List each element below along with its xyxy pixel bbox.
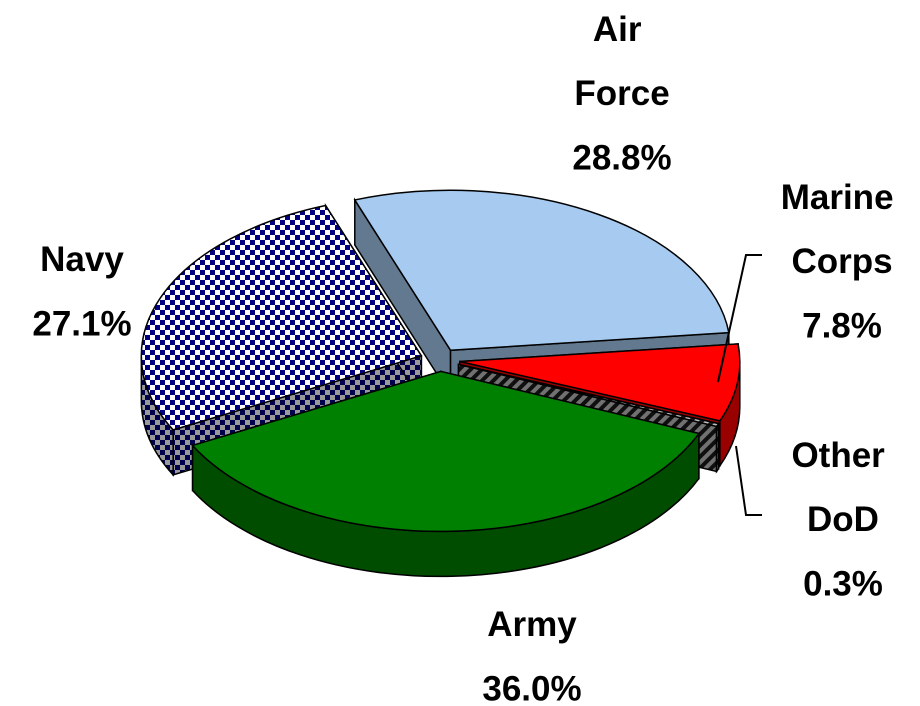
- value-label: 28.8%: [572, 138, 671, 177]
- category-label: Navy: [40, 240, 124, 279]
- category-label: Marine Corps: [781, 178, 904, 281]
- slice: [191, 370, 701, 533]
- slice-shade: [354, 199, 451, 396]
- pie: [140, 189, 741, 578]
- value-label: 27.1%: [32, 304, 131, 343]
- category-label: Other DoD: [791, 436, 894, 539]
- slice-shade: [141, 355, 174, 475]
- slice: [353, 189, 730, 352]
- slice: [459, 343, 741, 422]
- labels: Air Force 28.8% Marine Corps 7.8% Other DoD 0…: [32, 10, 903, 706]
- leader-line: [735, 445, 762, 516]
- slice-shade: [716, 423, 719, 472]
- value-label: 7.8%: [802, 306, 882, 345]
- value-label: 0.3%: [803, 564, 883, 603]
- slice: [140, 204, 423, 431]
- category-label: Air Force: [574, 10, 669, 113]
- slice-shade: [192, 433, 699, 577]
- leader-line: [717, 254, 762, 383]
- slice-shade: [719, 361, 740, 466]
- category-label: Army: [487, 605, 577, 644]
- slice: [458, 363, 720, 428]
- value-label: 36.0%: [482, 669, 581, 706]
